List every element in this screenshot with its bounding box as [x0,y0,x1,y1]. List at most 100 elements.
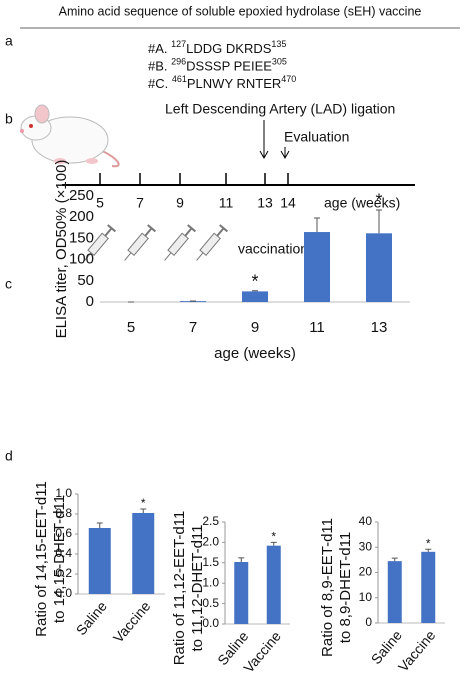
significance-label: * [141,496,146,510]
y-tick-label: 200 [69,208,94,225]
sequence: #A. 127LDDG DKRDS135 [148,39,286,56]
panel-label: c [5,276,12,292]
bar [242,291,268,302]
syringe-needle [164,252,172,261]
syringe-barrel [199,232,221,257]
syringe [164,224,197,261]
panel-label: d [5,448,13,464]
significance-label: * [426,536,431,550]
bar [387,561,402,623]
x-tick-label: 11 [309,319,325,336]
y-tick-label: 10 [359,590,373,604]
bar [421,551,436,623]
bar [132,513,155,594]
syringe [84,224,117,261]
sequence-id: #A. [148,41,168,56]
syringe-grip [107,224,117,233]
bar [88,528,111,594]
syringe-grip [147,224,157,233]
timeline-tick-label: 13 [257,195,273,211]
sequence-id: #C. [148,76,168,91]
y-axis-label: to 14,15-DHET-d11 [51,495,68,623]
sequence-residues: LDDG DKRDS [186,41,272,56]
x-tick-label: 5 [127,319,135,336]
x-tick-label: 13 [371,319,388,336]
syringe-grip [187,224,197,233]
x-tick-label: 9 [251,319,259,336]
y-axis-label: Ratio of 11,12-EET-d11 [171,511,188,666]
timeline-tick-label: 7 [136,195,144,211]
y-tick-label: 40 [359,514,373,528]
y-tick-label: 0.0 [202,616,219,630]
sequence-id: #B. [148,59,168,74]
syringe [196,224,229,261]
sequence-residues: DSSSP PEIEE [186,59,272,74]
significance-label: * [271,530,276,544]
syringe-barrel [127,232,149,257]
timeline-tick-label: 11 [219,195,234,211]
evaluation-label: Evaluation [284,129,349,145]
significance-label: * [375,191,382,211]
bar [304,232,330,302]
syringe-barrel [167,232,189,257]
sequence-end: 305 [272,57,287,67]
x-axis-label: age (weeks) [214,345,296,362]
y-tick-label: 2.0 [202,535,219,549]
y-tick-label: 100 [69,251,94,268]
y-tick-label: 20 [359,565,373,579]
error-bar [238,557,245,562]
y-tick-label: 1.0 [202,575,219,589]
bar [234,561,249,624]
error-bar [96,522,103,528]
error-bar [270,541,277,546]
y-tick-label: 250 [69,187,94,204]
syringe-plunger [104,227,113,237]
arrows [259,120,290,160]
bar [266,545,281,624]
y-axis-label: to 11,12-DHET-d11 [189,524,206,651]
y-axis-label: Ratio of 14,15-EET-d11 [33,481,50,637]
sequence-end: 135 [271,39,286,49]
y-tick-label: 0.0 [55,586,72,600]
y-tick-label: 0 [365,615,372,629]
error-bar [376,209,382,234]
y-tick-label: 0 [86,293,94,310]
syringe-plunger [144,227,153,237]
sequence-start: 127 [171,39,186,49]
y-tick-label: 2.5 [202,514,219,528]
panel-label: b [5,111,13,127]
timeline-axis-label: age (weeks) [324,195,400,211]
error-bar [314,217,320,233]
timeline-tick-label: 14 [280,195,296,211]
y-axis-label: Ratio of 8,9-EET-d11 [319,518,336,657]
x-tick-label: Vaccine [110,598,154,646]
panel-label: a [5,33,13,49]
vaccination-label: vaccination [238,241,308,257]
syringe-plunger [216,227,225,237]
ligation-label: Left Descending Artery (LAD) ligation [165,101,395,117]
y-tick-label: 0.6 [55,526,72,540]
syringe-needle [196,252,204,261]
syringe-grip [219,224,229,233]
mouse-icon [20,104,120,168]
panel-a-title: Amino acid sequence of soluble epoxied h… [59,4,422,18]
sequence: #C. 461PLNWY RNTER470 [148,74,296,91]
timeline-tick-label: 9 [176,195,184,211]
error-bar [391,557,398,562]
syringe-needle [84,252,92,261]
syringe [124,224,157,261]
bar [366,233,392,302]
sequence-end: 470 [281,74,296,84]
y-tick-label: 1.0 [55,486,72,500]
y-tick-label: 0.2 [55,566,72,580]
y-tick-label: 150 [69,229,94,246]
error-bar [252,290,258,292]
y-axis-label: to 8,9-DHET-d11 [337,532,354,643]
x-tick-label: Saline [73,598,110,638]
syringe-plunger [184,227,193,237]
y-tick-label: 50 [77,272,94,289]
error-bar [425,548,432,552]
y-tick-label: 0.5 [202,596,219,610]
y-axis-label: ELISA titer, OD50% (×100) [53,160,70,339]
